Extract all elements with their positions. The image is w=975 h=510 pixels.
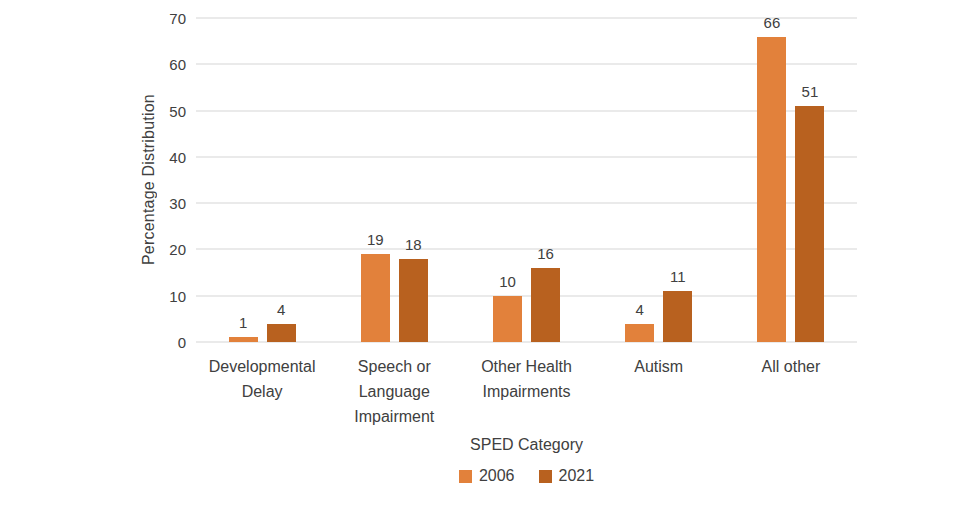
data-label: 10 (499, 273, 516, 290)
bar-group: 14 (196, 18, 328, 342)
data-label: 51 (802, 83, 819, 100)
data-label: 16 (537, 245, 554, 262)
bar-2006: 19 (361, 254, 390, 342)
y-axis-tick-label: 30 (150, 195, 186, 212)
data-label: 1 (239, 314, 247, 331)
legend-item-2021: 2021 (539, 467, 595, 485)
bar-2021: 4 (267, 324, 296, 343)
bar-2021: 11 (663, 291, 692, 342)
x-axis-title: SPED Category (196, 436, 857, 454)
bar-2006: 10 (493, 296, 522, 342)
y-axis-tick-label: 70 (150, 10, 186, 27)
category-cell: Other Health Impairments (460, 354, 592, 429)
category-label: All other (762, 354, 821, 429)
bar-2021: 51 (795, 106, 824, 342)
bar-2006: 1 (229, 337, 258, 342)
data-label: 4 (277, 301, 285, 318)
y-axis-tick-label: 10 (150, 287, 186, 304)
y-axis-tick-label: 50 (150, 102, 186, 119)
legend-label: 2021 (559, 467, 595, 485)
bar-group: 6651 (725, 18, 857, 342)
category-cell: Speech or Language Impairment (328, 354, 460, 429)
category-label: Other Health Impairments (467, 354, 587, 429)
bar-2006: 66 (757, 37, 786, 342)
category-label: Developmental Delay (202, 354, 322, 429)
legend-swatch-icon (539, 470, 552, 483)
category-label: Speech or Language Impairment (334, 354, 454, 429)
data-label: 66 (764, 14, 781, 31)
legend-item-2006: 2006 (459, 467, 515, 485)
bar-2006: 4 (625, 324, 654, 343)
data-label: 19 (367, 231, 384, 248)
bar-2021: 18 (399, 259, 428, 342)
bar-group: 1918 (328, 18, 460, 342)
legend-label: 2006 (479, 467, 515, 485)
y-axis-tick-label: 0 (150, 334, 186, 351)
y-axis-tick-label: 40 (150, 148, 186, 165)
category-axis: Developmental DelaySpeech or Language Im… (196, 354, 857, 429)
bar-group: 4 11 (593, 18, 725, 342)
y-axis-tick-label: 60 (150, 56, 186, 73)
bar-groups: 14191810164116651 (196, 18, 857, 342)
y-axis-tick-label: 20 (150, 241, 186, 258)
category-cell: Developmental Delay (196, 354, 328, 429)
category-label: Autism (634, 354, 683, 429)
bar-chart: Percentage Distribution 1419181016411665… (0, 0, 975, 510)
bar-group: 1016 (460, 18, 592, 342)
data-label: 11 (670, 268, 686, 285)
legend: 2006 2021 (196, 467, 857, 485)
data-label: 4 (636, 301, 644, 318)
category-cell: Autism (593, 354, 725, 429)
data-label: 18 (405, 236, 422, 253)
category-cell: All other (725, 354, 857, 429)
legend-swatch-icon (459, 470, 472, 483)
bar-2021: 16 (531, 268, 560, 342)
plot-area: 14191810164116651 010203040506070 (196, 18, 857, 342)
